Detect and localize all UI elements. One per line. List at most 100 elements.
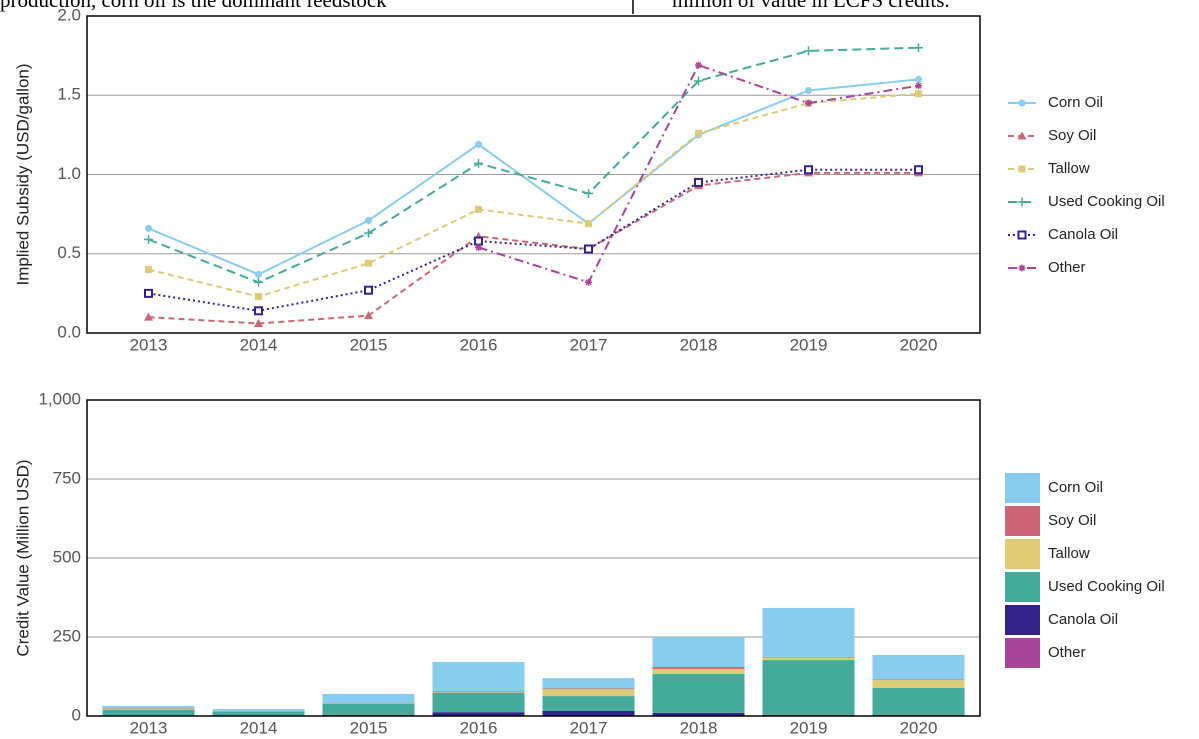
bar-segment [102, 709, 195, 716]
marker [144, 288, 153, 298]
marker [915, 82, 922, 90]
bar-segment [872, 679, 965, 680]
marker [254, 306, 263, 316]
marker [364, 311, 373, 320]
x-tick-label: 2017 [570, 718, 608, 737]
marker [914, 43, 923, 53]
marker [804, 165, 813, 175]
line [478, 63, 919, 284]
marker [1018, 99, 1026, 107]
bar-segment [212, 711, 305, 716]
bar-segment [652, 673, 745, 713]
y-tick-label: 0 [72, 705, 81, 724]
legend-label: Used Cooking Oil [1048, 193, 1165, 210]
x-tick-label: 2013 [130, 335, 168, 354]
bar-segment [542, 688, 635, 690]
marker [695, 129, 702, 137]
x-tick-label: 2020 [900, 718, 938, 737]
marker [1017, 131, 1027, 140]
marker [695, 61, 702, 69]
bar-segment [322, 693, 415, 704]
x-tick-label: 2019 [790, 335, 828, 354]
marker [255, 293, 262, 301]
plot-frame [86, 15, 981, 334]
y-tick-label: 1,000 [38, 389, 81, 408]
marker [364, 228, 373, 238]
marker [475, 140, 482, 148]
bar-segment [102, 708, 195, 709]
marker [254, 277, 263, 287]
marker [584, 244, 593, 254]
x-tick-label: 2015 [350, 718, 388, 737]
y-tick-label: 0.5 [57, 243, 81, 262]
legend-label: Tallow [1048, 545, 1090, 562]
marker [1018, 165, 1026, 173]
bar-segment [652, 637, 745, 668]
plot-frame [86, 399, 981, 717]
snippet: million of value in LCFS credits. [672, 0, 950, 12]
marker [585, 278, 592, 286]
marker [474, 236, 483, 246]
marker [475, 243, 482, 251]
legend-label: Canola Oil [1048, 611, 1118, 628]
legend-swatch [1005, 539, 1040, 569]
bar-segment [872, 679, 965, 688]
bar-segment [762, 657, 855, 661]
bar-segment [762, 660, 855, 716]
marker [145, 224, 152, 232]
x-tick-label: 2017 [570, 335, 608, 354]
bar-segment [652, 668, 745, 674]
bar-segment [542, 678, 635, 689]
snippet: production, corn oil is the dominant fee… [0, 0, 387, 12]
legend-label: Other [1048, 259, 1086, 276]
legend-label: Canola Oil [1048, 226, 1118, 243]
marker [474, 158, 483, 168]
legend-label: Soy Oil [1048, 127, 1096, 144]
x-tick-label: 2016 [460, 335, 498, 354]
bar-segment [652, 667, 745, 669]
bar-segment [432, 691, 525, 692]
legend-label: Tallow [1048, 160, 1090, 177]
y-tick-label: 0.0 [57, 322, 81, 341]
y-tick-label: 2.0 [57, 5, 81, 24]
bar-segment [872, 655, 965, 680]
x-tick-label: 2015 [350, 335, 388, 354]
x-tick-label: 2018 [680, 718, 718, 737]
marker [144, 234, 153, 244]
bar-segment [102, 708, 195, 710]
x-tick-label: 2016 [460, 718, 498, 737]
legend-swatch [1005, 572, 1040, 602]
marker [365, 259, 372, 267]
y-tick-label: 750 [53, 468, 81, 487]
bar-segment [542, 696, 635, 711]
legend-label: Soy Oil [1048, 512, 1096, 529]
line [148, 171, 919, 325]
legend-label: Other [1048, 644, 1086, 661]
bar-segment [762, 607, 855, 657]
y-axis-label: Implied Subsidy (USD/gallon) [13, 63, 32, 285]
x-tick-label: 2019 [790, 718, 828, 737]
bar-segment [212, 709, 305, 711]
bar-segment [762, 656, 855, 658]
marker [255, 270, 262, 278]
marker [1017, 197, 1027, 207]
line [148, 92, 919, 298]
bar-segment [432, 692, 525, 713]
marker [1018, 264, 1026, 272]
legend-swatch [1005, 638, 1040, 668]
legend-label: Corn Oil [1048, 94, 1103, 111]
y-tick-label: 1.0 [57, 164, 81, 183]
bar-segment [542, 710, 635, 716]
marker [915, 90, 922, 98]
line [148, 46, 919, 284]
marker [694, 76, 703, 86]
marker [365, 216, 372, 224]
marker [805, 99, 812, 107]
marker [804, 46, 813, 56]
bar-segment [102, 705, 195, 709]
x-tick-label: 2018 [680, 335, 718, 354]
bar-segment [322, 703, 415, 716]
y-tick-label: 500 [53, 547, 81, 566]
marker [805, 86, 812, 94]
